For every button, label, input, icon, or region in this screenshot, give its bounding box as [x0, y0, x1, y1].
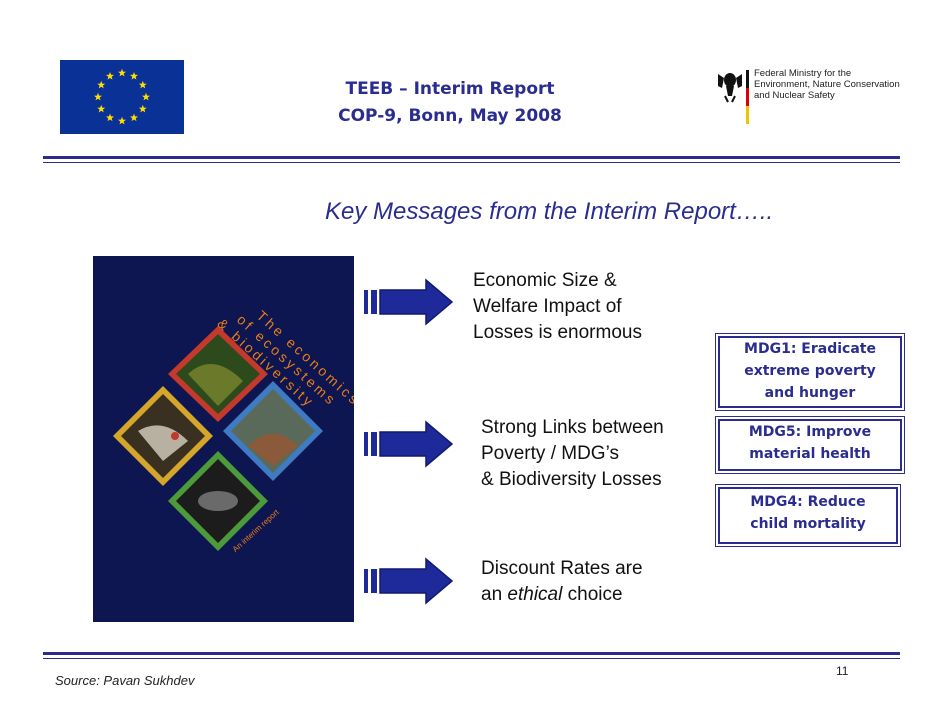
message-line: & Biodiversity Losses: [481, 469, 662, 490]
eu-star-icon: [130, 72, 138, 80]
federal-eagle-icon: [718, 70, 749, 124]
message-discount-rates: Discount Rates are an ethical choice: [481, 556, 643, 608]
mdg-line: MDG4: Reduce: [750, 494, 866, 510]
arrow-right-icon: [364, 557, 454, 605]
message-line: Strong Links between: [481, 417, 664, 438]
cover-photo-bird: [113, 386, 213, 486]
eu-star-icon: [97, 80, 106, 89]
key-messages-title: Key Messages from the Interim Report…..: [325, 198, 774, 225]
mdg-line: MDG1: Eradicate: [744, 341, 876, 357]
eu-star-icon: [106, 72, 114, 80]
header-divider-thin: [43, 162, 900, 163]
eu-star-icon: [138, 104, 147, 113]
arrow-right-icon: [364, 278, 454, 326]
message-line: an ethical choice: [481, 582, 643, 608]
footer-divider: [43, 652, 900, 655]
header-title-line2: COP-9, Bonn, May 2008: [338, 106, 562, 126]
eu-star-icon: [138, 80, 147, 89]
ministry-logo: Federal Ministry for the Environment, Na…: [716, 68, 906, 128]
mdg-line: extreme poverty: [744, 363, 876, 379]
header-title: TEEB – Interim Report COP-9, Bonn, May 2…: [300, 76, 600, 130]
message-line: Economic Size &: [473, 270, 617, 291]
eu-flag-logo: [60, 60, 184, 134]
cover-photo-forest: [168, 326, 268, 422]
eu-star-icon: [94, 92, 102, 101]
mdg-line: MDG5: Improve: [748, 424, 872, 440]
mdg-line: child mortality: [750, 516, 866, 532]
message-poverty-links: Strong Links between Poverty / MDG’s & B…: [481, 415, 664, 493]
message-economic-size: Economic Size & Welfare Impact of Losses…: [473, 268, 642, 346]
page-number: 11: [836, 664, 849, 678]
cover-photo-herders: [223, 381, 323, 481]
eu-star-icon: [118, 68, 126, 77]
eu-star-icon: [130, 113, 138, 122]
eu-star-icon: [106, 113, 114, 122]
header-divider: [43, 156, 900, 159]
mdg-line: and hunger: [764, 385, 856, 401]
mdg-line: material health: [749, 446, 871, 462]
message-text: choice: [562, 584, 623, 605]
message-text: an: [481, 584, 508, 605]
ministry-name: Federal Ministry for the Environment, Na…: [754, 68, 900, 101]
mdg4-box: MDG4: Reduce child mortality: [715, 484, 901, 547]
mdg1-box: MDG1: Eradicate extreme poverty and hung…: [715, 333, 905, 411]
footer-divider-thin: [43, 658, 900, 659]
mdg5-box: MDG5: Improve material health: [715, 416, 905, 474]
eu-star-icon: [142, 92, 150, 101]
message-line: Losses is enormous: [473, 322, 642, 343]
cover-photo-oil: [168, 451, 268, 551]
message-line: Discount Rates are: [481, 558, 643, 579]
message-emphasis: ethical: [507, 584, 563, 605]
eu-star-icon: [118, 116, 126, 125]
arrow-right-icon: [364, 420, 454, 468]
eu-star-icon: [97, 104, 106, 113]
message-line: Poverty / MDG’s: [481, 443, 619, 464]
book-cover-image: The economics of ecosystems & biodiversi…: [93, 256, 354, 622]
message-line: Welfare Impact of: [473, 296, 622, 317]
header-title-line1: TEEB – Interim Report: [345, 79, 555, 99]
source-label: Source: Pavan Sukhdev: [55, 673, 195, 688]
